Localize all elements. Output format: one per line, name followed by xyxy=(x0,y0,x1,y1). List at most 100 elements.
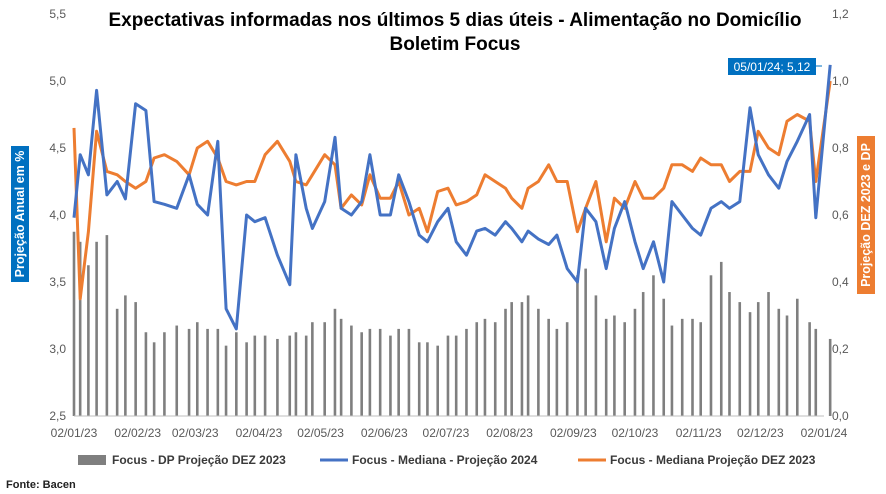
dp-bar xyxy=(537,308,540,416)
x-tick-label: 02/07/23 xyxy=(423,426,470,440)
dp-bar xyxy=(288,335,292,416)
x-tick-label: 02/05/23 xyxy=(297,426,344,440)
dp-bar xyxy=(662,298,666,416)
dp-bar xyxy=(795,298,799,416)
dp-bar xyxy=(504,308,507,416)
right-tick-label: 0,8 xyxy=(832,141,849,155)
dp-bar xyxy=(152,342,156,416)
left-tick-label: 4,0 xyxy=(49,208,66,222)
dp-bar xyxy=(417,342,421,416)
left-tick-label: 5,0 xyxy=(49,74,66,88)
x-tick-label: 02/08/23 xyxy=(486,426,533,440)
dp-bar xyxy=(767,292,770,416)
dp-bar xyxy=(253,335,257,416)
dp-bar xyxy=(814,328,818,416)
dp-bar xyxy=(105,235,109,416)
dp-bar xyxy=(785,315,789,416)
dp-bar xyxy=(224,345,228,416)
legend-label-bars: Focus - DP Projeção DEZ 2023 xyxy=(112,453,286,467)
dp-bar xyxy=(652,275,655,416)
dp-bar xyxy=(584,268,587,416)
dp-bar xyxy=(333,308,337,416)
dp-bar xyxy=(547,318,550,416)
right-tick-label: 0,6 xyxy=(832,208,849,222)
right-tick-label: 1,2 xyxy=(832,7,849,21)
left-axis-title: Projeção Anual em % xyxy=(11,146,29,282)
dp-bar xyxy=(526,295,530,416)
left-tick-label: 3,0 xyxy=(49,342,66,356)
dp-bar xyxy=(339,318,343,416)
left-axis-ticks: 2,5 3,0 3,5 4,0 4,5 5,0 5,5 xyxy=(49,7,66,423)
dp-bar xyxy=(594,295,598,416)
dp-bar xyxy=(144,332,148,416)
dp-bar xyxy=(134,302,137,416)
dp-bar xyxy=(436,345,439,416)
dp-bar xyxy=(641,292,645,416)
x-tick-label: 02/12/23 xyxy=(737,426,784,440)
x-tick-label: 02/04/23 xyxy=(236,426,283,440)
dp-bar xyxy=(294,332,298,416)
dp-bar xyxy=(728,292,731,416)
dp-bar xyxy=(633,308,637,416)
dp-bar xyxy=(446,335,450,416)
dp-bar xyxy=(465,328,468,416)
dp-bar xyxy=(263,335,267,416)
legend: Focus - DP Projeção DEZ 2023 Focus - Med… xyxy=(78,453,816,467)
dp-bar xyxy=(623,322,626,416)
legend-label-dez2023: Focus - Mediana Projeção DEZ 2023 xyxy=(610,453,816,467)
dp-bar xyxy=(397,328,400,416)
dp-bar xyxy=(195,322,199,416)
last-value-callout: 05/01/24; 5,12 xyxy=(728,58,822,75)
dp-bar xyxy=(389,335,392,416)
dp-bar xyxy=(163,332,166,416)
dp-bar xyxy=(483,318,487,416)
dp-bars xyxy=(72,231,832,416)
dp-bar xyxy=(565,322,569,416)
x-tick-label: 02/02/23 xyxy=(114,426,161,440)
x-tick-label: 02/01/23 xyxy=(51,426,98,440)
dp-bar xyxy=(691,318,694,416)
dp-bar xyxy=(719,261,723,416)
right-axis-title: Projeção DEZ 2023 e DP xyxy=(857,136,875,294)
dp-bar xyxy=(216,328,220,416)
dp-bar xyxy=(604,318,608,416)
dp-bar xyxy=(699,322,703,416)
x-tick-label: 02/06/23 xyxy=(361,426,408,440)
dp-bar xyxy=(808,322,811,416)
x-tick-label: 02/10/23 xyxy=(612,426,659,440)
chart-subtitle: Boletim Focus xyxy=(390,34,521,55)
dp-bar xyxy=(311,322,314,416)
callout-text: 05/01/24; 5,12 xyxy=(734,60,811,74)
right-tick-label: 0,2 xyxy=(832,342,849,356)
dp-bar xyxy=(828,338,832,416)
dp-bar xyxy=(738,302,742,416)
dp-bar xyxy=(304,335,308,416)
x-tick-label: 02/09/23 xyxy=(550,426,597,440)
right-tick-label: 0,0 xyxy=(832,409,849,423)
dp-bar xyxy=(777,308,781,416)
median-dez2023-line xyxy=(72,80,832,301)
dp-bar xyxy=(756,302,760,416)
right-axis-ticks: 0,0 0,2 0,4 0,6 0,8 1,0 1,2 xyxy=(832,7,849,423)
dp-bar xyxy=(72,231,76,416)
dp-bar xyxy=(78,241,82,416)
dp-bar xyxy=(576,275,579,416)
right-tick-label: 0,4 xyxy=(832,275,849,289)
dp-bar xyxy=(493,322,497,416)
dp-bar xyxy=(670,325,674,416)
dp-bar xyxy=(680,318,684,416)
x-tick-label: 02/11/23 xyxy=(676,426,722,440)
chart-title: Expectativas informadas nos últimos 5 di… xyxy=(109,10,802,31)
dp-bar xyxy=(368,328,372,416)
left-tick-label: 3,5 xyxy=(49,275,66,289)
left-tick-label: 4,5 xyxy=(49,141,66,155)
dp-bar xyxy=(245,342,248,416)
left-tick-label: 5,5 xyxy=(49,7,66,21)
dp-bar xyxy=(426,342,429,416)
legend-swatch-bars xyxy=(78,455,106,465)
x-tick-label: 02/01/24 xyxy=(801,426,848,440)
dp-bar xyxy=(115,308,119,416)
dp-bar xyxy=(87,265,90,416)
left-tick-label: 2,5 xyxy=(49,409,66,423)
